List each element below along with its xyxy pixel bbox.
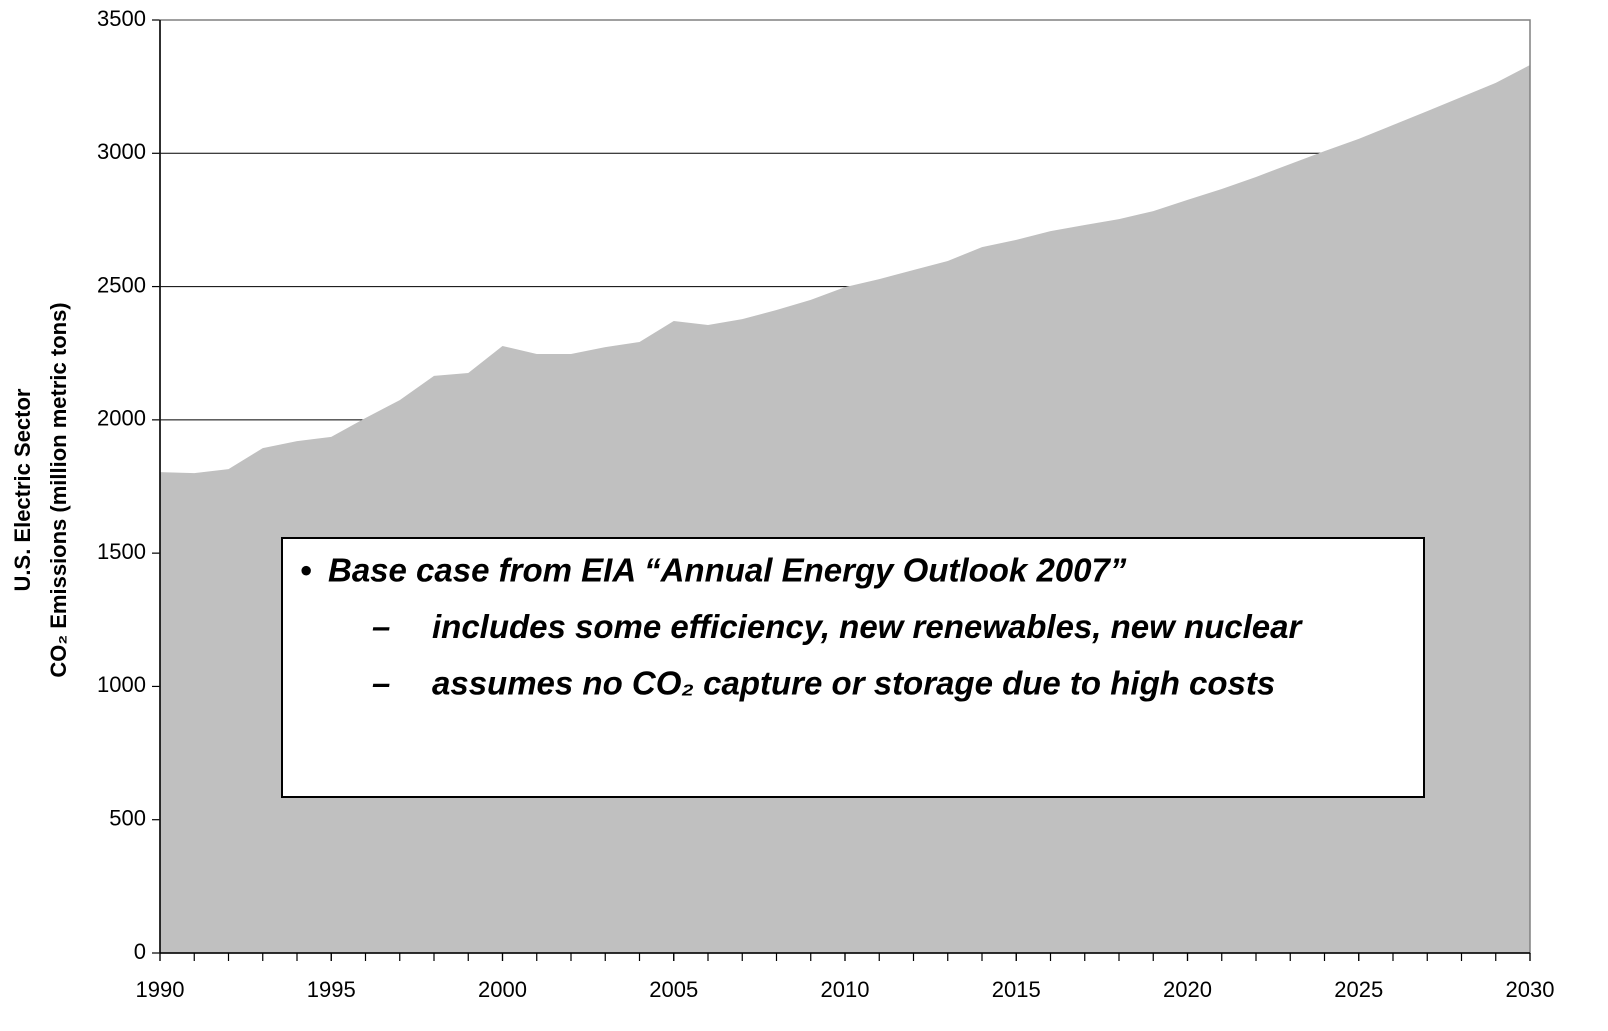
y-tick-label: 1000 (97, 672, 146, 697)
x-tick-label: 1995 (307, 977, 356, 1002)
x-tick-label: 2010 (821, 977, 870, 1002)
x-tick-label: 2030 (1506, 977, 1555, 1002)
y-tick-label: 500 (109, 806, 146, 831)
annotation-text: includes some efficiency, new renewables… (432, 608, 1304, 645)
y-tick-label: 1500 (97, 539, 146, 564)
annotation-box (281, 537, 1425, 798)
area (160, 65, 1530, 954)
annotation-marker: – (372, 608, 390, 645)
y-axis-label: U.S. Electric Sector (10, 388, 35, 591)
annotation-marker: • (300, 552, 312, 589)
y-tick-label: 0 (134, 939, 146, 964)
annotation-text: assumes no CO₂ capture or storage due to… (432, 665, 1275, 702)
y-tick-label: 3000 (97, 139, 146, 164)
annotation-marker: – (372, 665, 390, 702)
x-tick-label: 2025 (1334, 977, 1383, 1002)
x-tick-label: 2000 (478, 977, 527, 1002)
x-tick-label: 1990 (136, 977, 185, 1002)
x-tick-label: 2015 (992, 977, 1041, 1002)
x-tick-label: 2005 (649, 977, 698, 1002)
y-tick-label: 3500 (97, 6, 146, 31)
annotation-text: Base case from EIA “Annual Energy Outloo… (328, 552, 1127, 589)
y-axis-label: CO₂ Emissions (million metric tons) (46, 302, 71, 677)
y-tick-label: 2500 (97, 272, 146, 297)
y-tick-label: 2000 (97, 406, 146, 431)
x-tick-label: 2020 (1163, 977, 1212, 1002)
